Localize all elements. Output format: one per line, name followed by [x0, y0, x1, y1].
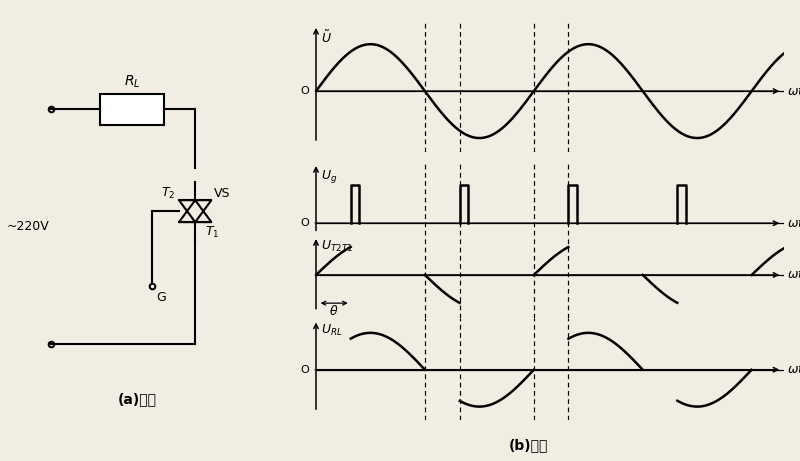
Text: O: O	[300, 218, 309, 228]
Text: (b)波形: (b)波形	[508, 438, 548, 452]
Text: G: G	[156, 291, 166, 304]
Text: ~220V: ~220V	[6, 220, 50, 233]
Text: $\omega t$: $\omega t$	[787, 268, 800, 281]
Text: $R_L$: $R_L$	[123, 74, 140, 90]
Text: $U_{RL}$: $U_{RL}$	[321, 323, 342, 338]
Bar	[100, 94, 163, 125]
Text: $U_{T2T1}$: $U_{T2T1}$	[321, 239, 354, 254]
Text: $T_2$: $T_2$	[161, 186, 175, 201]
Text: $U_g$: $U_g$	[321, 167, 338, 184]
Text: $\omega t$: $\omega t$	[787, 85, 800, 98]
Text: O: O	[300, 86, 309, 96]
Text: $\omega t$: $\omega t$	[787, 363, 800, 376]
Text: O: O	[300, 365, 309, 375]
Text: $\tilde{U}$: $\tilde{U}$	[321, 30, 332, 46]
Text: (a)电路: (a)电路	[118, 392, 157, 406]
Text: $\theta$: $\theta$	[329, 304, 338, 319]
Text: VS: VS	[214, 187, 231, 200]
Text: $\omega t$: $\omega t$	[787, 217, 800, 230]
Text: $T_1$: $T_1$	[206, 225, 220, 240]
